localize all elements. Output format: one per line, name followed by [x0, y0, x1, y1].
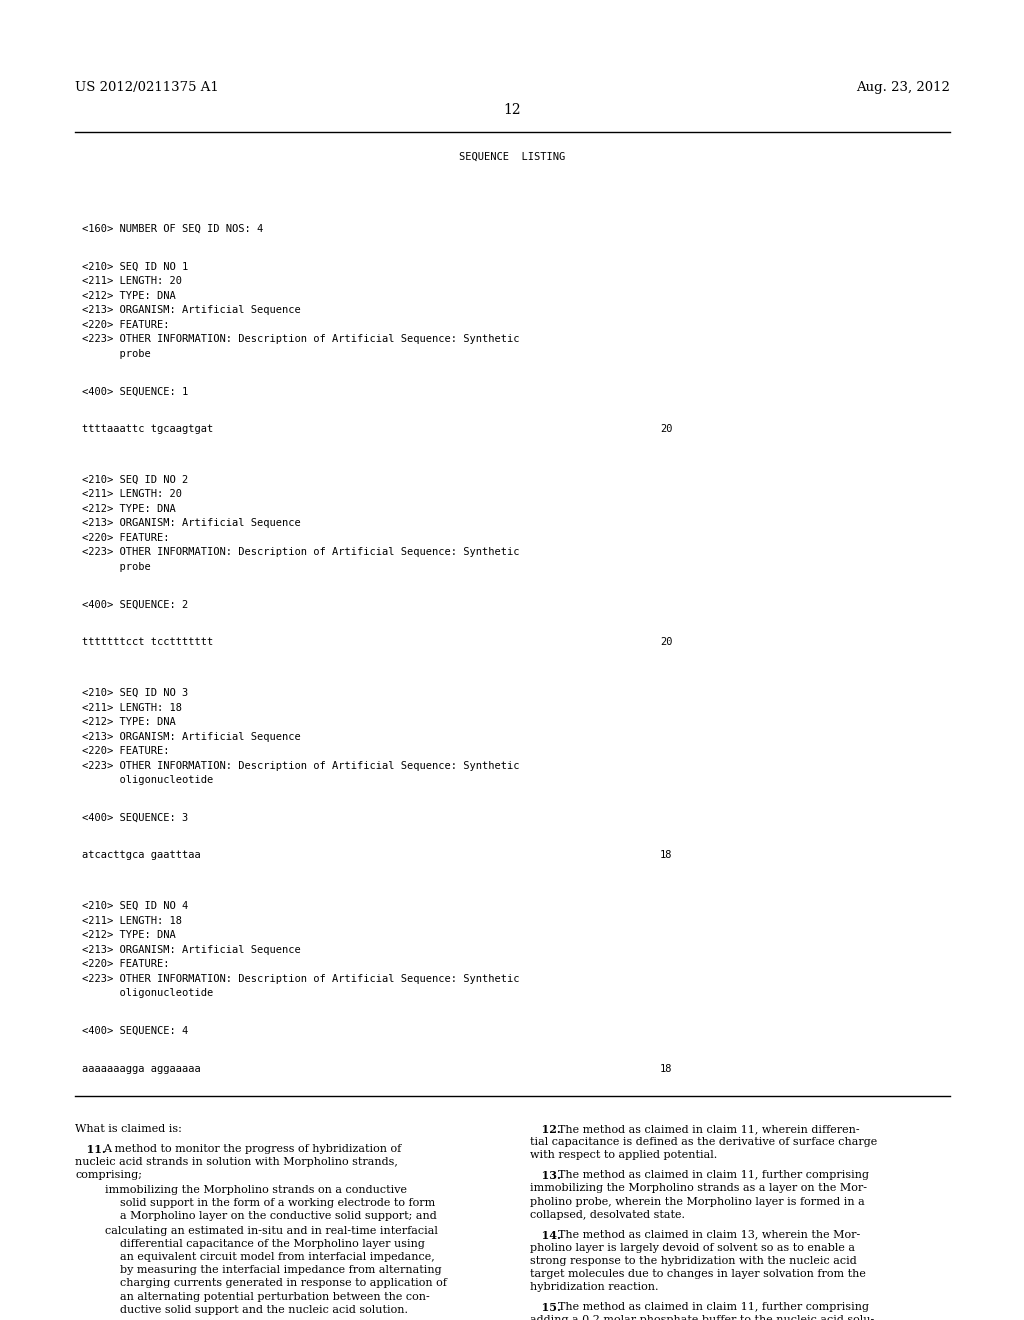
Text: A method to monitor the progress of hybridization of: A method to monitor the progress of hybr…	[103, 1144, 401, 1154]
Text: <213> ORGANISM: Artificial Sequence: <213> ORGANISM: Artificial Sequence	[82, 731, 301, 742]
Text: a Morpholino layer on the conductive solid support; and: a Morpholino layer on the conductive sol…	[120, 1212, 437, 1221]
Text: <211> LENGTH: 18: <211> LENGTH: 18	[82, 916, 182, 925]
Text: aaaaaaagga aggaaaaa: aaaaaaagga aggaaaaa	[82, 1064, 201, 1073]
Text: immobilizing the Morpholino strands on a conductive: immobilizing the Morpholino strands on a…	[105, 1185, 407, 1195]
Text: US 2012/0211375 A1: US 2012/0211375 A1	[75, 82, 219, 95]
Text: Aug. 23, 2012: Aug. 23, 2012	[856, 82, 950, 95]
Text: The method as claimed in claim 13, wherein the Mor-: The method as claimed in claim 13, where…	[558, 1230, 860, 1239]
Text: with respect to applied potential.: with respect to applied potential.	[530, 1151, 717, 1160]
Text: immobilizing the Morpholino strands as a layer on the Mor-: immobilizing the Morpholino strands as a…	[530, 1184, 867, 1193]
Text: solid support in the form of a working electrode to form: solid support in the form of a working e…	[120, 1199, 435, 1208]
Text: oligonucleotide: oligonucleotide	[82, 775, 213, 785]
Text: oligonucleotide: oligonucleotide	[82, 989, 213, 998]
Text: an equivalent circuit model from interfacial impedance,: an equivalent circuit model from interfa…	[120, 1253, 435, 1262]
Text: adding a 0.2 molar phosphate buffer to the nucleic acid solu-: adding a 0.2 molar phosphate buffer to t…	[530, 1316, 874, 1320]
Text: an alternating potential perturbation between the con-: an alternating potential perturbation be…	[120, 1292, 430, 1302]
Text: The method as claimed in claim 11, further comprising: The method as claimed in claim 11, furth…	[558, 1303, 869, 1312]
Text: <220> FEATURE:: <220> FEATURE:	[82, 746, 170, 756]
Text: 12.: 12.	[530, 1125, 561, 1135]
Text: <220> FEATURE:: <220> FEATURE:	[82, 319, 170, 330]
Text: 18: 18	[660, 1064, 673, 1073]
Text: 15.: 15.	[530, 1303, 561, 1313]
Text: <223> OTHER INFORMATION: Description of Artificial Sequence: Synthetic: <223> OTHER INFORMATION: Description of …	[82, 548, 519, 557]
Text: <223> OTHER INFORMATION: Description of Artificial Sequence: Synthetic: <223> OTHER INFORMATION: Description of …	[82, 334, 519, 345]
Text: target molecules due to changes in layer solvation from the: target molecules due to changes in layer…	[530, 1270, 866, 1279]
Text: ttttaaattc tgcaagtgat: ttttaaattc tgcaagtgat	[82, 424, 213, 434]
Text: <211> LENGTH: 20: <211> LENGTH: 20	[82, 276, 182, 286]
Text: <212> TYPE: DNA: <212> TYPE: DNA	[82, 504, 176, 513]
Text: <212> TYPE: DNA: <212> TYPE: DNA	[82, 931, 176, 940]
Text: comprising;: comprising;	[75, 1171, 142, 1180]
Text: pholino layer is largely devoid of solvent so as to enable a: pholino layer is largely devoid of solve…	[530, 1243, 855, 1253]
Text: probe: probe	[82, 348, 151, 359]
Text: tttttttcct tccttttttt: tttttttcct tccttttttt	[82, 638, 213, 647]
Text: <210> SEQ ID NO 2: <210> SEQ ID NO 2	[82, 475, 188, 484]
Text: atcacttgca gaatttaa: atcacttgca gaatttaa	[82, 850, 201, 861]
Text: The method as claimed in claim 11, wherein differen-: The method as claimed in claim 11, where…	[558, 1125, 859, 1134]
Text: What is claimed is:: What is claimed is:	[75, 1125, 182, 1134]
Text: pholino probe, wherein the Morpholino layer is formed in a: pholino probe, wherein the Morpholino la…	[530, 1197, 864, 1206]
Text: strong response to the hybridization with the nucleic acid: strong response to the hybridization wit…	[530, 1257, 857, 1266]
Text: <210> SEQ ID NO 1: <210> SEQ ID NO 1	[82, 261, 188, 272]
Text: <223> OTHER INFORMATION: Description of Artificial Sequence: Synthetic: <223> OTHER INFORMATION: Description of …	[82, 974, 519, 983]
Text: differential capacitance of the Morpholino layer using: differential capacitance of the Morpholi…	[120, 1239, 425, 1249]
Text: <223> OTHER INFORMATION: Description of Artificial Sequence: Synthetic: <223> OTHER INFORMATION: Description of …	[82, 760, 519, 771]
Text: 13.: 13.	[530, 1171, 561, 1181]
Text: calculating an estimated in-situ and in real-time interfacial: calculating an estimated in-situ and in …	[105, 1226, 438, 1236]
Text: 20: 20	[660, 638, 673, 647]
Text: <220> FEATURE:: <220> FEATURE:	[82, 960, 170, 969]
Text: <210> SEQ ID NO 3: <210> SEQ ID NO 3	[82, 688, 188, 698]
Text: <400> SEQUENCE: 3: <400> SEQUENCE: 3	[82, 813, 188, 822]
Text: <213> ORGANISM: Artificial Sequence: <213> ORGANISM: Artificial Sequence	[82, 945, 301, 954]
Text: <220> FEATURE:: <220> FEATURE:	[82, 533, 170, 543]
Text: 14.: 14.	[530, 1230, 561, 1241]
Text: tial capacitance is defined as the derivative of surface charge: tial capacitance is defined as the deriv…	[530, 1138, 878, 1147]
Text: SEQUENCE  LISTING: SEQUENCE LISTING	[459, 152, 565, 162]
Text: <400> SEQUENCE: 1: <400> SEQUENCE: 1	[82, 387, 188, 396]
Text: ductive solid support and the nucleic acid solution.: ductive solid support and the nucleic ac…	[120, 1305, 408, 1315]
Text: 18: 18	[660, 850, 673, 861]
Text: <160> NUMBER OF SEQ ID NOS: 4: <160> NUMBER OF SEQ ID NOS: 4	[82, 224, 263, 234]
Text: by measuring the interfacial impedance from alternating: by measuring the interfacial impedance f…	[120, 1266, 441, 1275]
Text: 12: 12	[503, 103, 521, 117]
Text: hybridization reaction.: hybridization reaction.	[530, 1283, 658, 1292]
Text: <400> SEQUENCE: 4: <400> SEQUENCE: 4	[82, 1026, 188, 1036]
Text: <400> SEQUENCE: 2: <400> SEQUENCE: 2	[82, 599, 188, 610]
Text: <210> SEQ ID NO 4: <210> SEQ ID NO 4	[82, 902, 188, 911]
Text: <211> LENGTH: 18: <211> LENGTH: 18	[82, 702, 182, 713]
Text: <212> TYPE: DNA: <212> TYPE: DNA	[82, 290, 176, 301]
Text: The method as claimed in claim 11, further comprising: The method as claimed in claim 11, furth…	[558, 1171, 869, 1180]
Text: <212> TYPE: DNA: <212> TYPE: DNA	[82, 717, 176, 727]
Text: nucleic acid strands in solution with Morpholino strands,: nucleic acid strands in solution with Mo…	[75, 1158, 398, 1167]
Text: 20: 20	[660, 424, 673, 434]
Text: <213> ORGANISM: Artificial Sequence: <213> ORGANISM: Artificial Sequence	[82, 519, 301, 528]
Text: 11.: 11.	[75, 1144, 105, 1155]
Text: collapsed, desolvated state.: collapsed, desolvated state.	[530, 1210, 685, 1220]
Text: <213> ORGANISM: Artificial Sequence: <213> ORGANISM: Artificial Sequence	[82, 305, 301, 315]
Text: probe: probe	[82, 562, 151, 572]
Text: charging currents generated in response to application of: charging currents generated in response …	[120, 1279, 446, 1288]
Text: <211> LENGTH: 20: <211> LENGTH: 20	[82, 490, 182, 499]
